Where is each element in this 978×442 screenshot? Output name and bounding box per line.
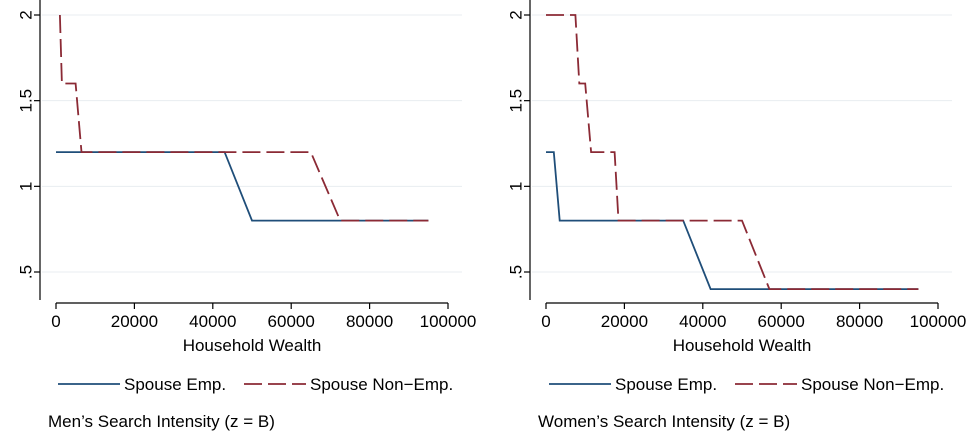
x-tick-label: 60000 bbox=[268, 312, 315, 331]
x-tick-label: 0 bbox=[51, 312, 60, 331]
y-tick-label: 1 bbox=[17, 182, 36, 191]
x-tick-label: 40000 bbox=[189, 312, 236, 331]
x-tick-label: 0 bbox=[541, 312, 550, 331]
plot-area bbox=[530, 0, 952, 300]
plot-area bbox=[40, 0, 462, 300]
legend-label: Spouse Emp. bbox=[615, 375, 717, 394]
x-tick-label: 40000 bbox=[679, 312, 726, 331]
x-axis-title: Household Wealth bbox=[673, 336, 812, 355]
y-tick-label: 1 bbox=[507, 182, 526, 191]
series-line bbox=[546, 14, 919, 291]
x-tick-label: 60000 bbox=[758, 312, 805, 331]
chart-panel-men: .5 1 1.5 2 0 20000 40000 60000 80000 100000 Househ… bbox=[17, 0, 477, 431]
chart-panel-women: .5 1 1.5 2 0 20000 40000 60000 80000 100000 Househ… bbox=[507, 0, 967, 431]
y-tick-label: 1.5 bbox=[17, 89, 36, 113]
series-line bbox=[59, 14, 429, 222]
x-axis-title: Household Wealth bbox=[183, 336, 322, 355]
x-tick-label: 20000 bbox=[111, 312, 158, 331]
chart-caption: Women’s Search Intensity (z = B) bbox=[538, 412, 790, 431]
x-tick-label: 100000 bbox=[420, 312, 477, 331]
legend-label: Spouse Emp. bbox=[124, 375, 226, 394]
x-tick-label: 80000 bbox=[346, 312, 393, 331]
legend-label: Spouse Non−Emp. bbox=[310, 375, 453, 394]
y-tick-label: 2 bbox=[507, 10, 526, 19]
x-tick-label: 20000 bbox=[601, 312, 648, 331]
chart-caption: Men’s Search Intensity (z = B) bbox=[48, 412, 275, 431]
x-tick-label: 100000 bbox=[910, 312, 967, 331]
legend-label: Spouse Non−Emp. bbox=[801, 375, 944, 394]
y-tick-label: .5 bbox=[17, 265, 36, 279]
y-tick-label: .5 bbox=[507, 265, 526, 279]
y-tick-label: 2 bbox=[17, 10, 36, 19]
x-tick-label: 80000 bbox=[836, 312, 883, 331]
y-tick-label: 1.5 bbox=[507, 89, 526, 113]
